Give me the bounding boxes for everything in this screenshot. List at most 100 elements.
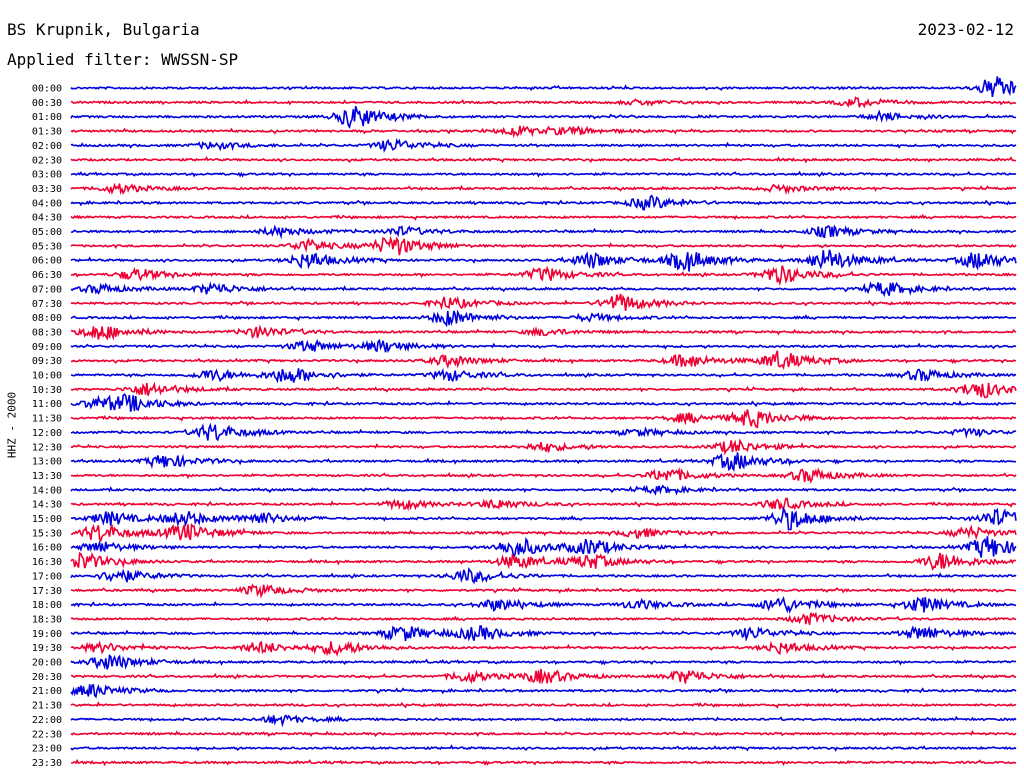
seismic-trace: [70, 170, 1017, 178]
time-label: 20:30: [32, 672, 62, 683]
time-label: 22:30: [32, 729, 62, 740]
time-label: 09:00: [32, 342, 62, 353]
seismic-trace: [70, 409, 1017, 429]
time-label: 12:30: [32, 442, 62, 453]
time-label: 03:30: [32, 184, 62, 195]
seismic-trace: [70, 213, 1017, 221]
time-label: 23:00: [32, 744, 62, 755]
seismic-trace: [70, 125, 1017, 139]
time-label: 07:30: [32, 299, 62, 310]
time-label: 16:30: [32, 557, 62, 568]
seismic-trace: [70, 338, 1017, 354]
time-label: 01:30: [32, 127, 62, 138]
seismic-trace: [70, 452, 1017, 472]
time-label: 23:30: [32, 758, 62, 769]
seismic-trace: [70, 438, 1017, 456]
time-label: 14:00: [32, 485, 62, 496]
time-label: 07:00: [32, 284, 62, 295]
seismic-trace: [70, 235, 1017, 256]
seismic-trace: [70, 611, 1016, 625]
seismic-trace: [70, 367, 1017, 384]
seismic-trace: [70, 249, 1017, 272]
seismic-trace: [70, 551, 1017, 572]
filter-label: Applied filter: WWSSN-SP: [7, 50, 239, 69]
time-label: 00:00: [32, 84, 62, 95]
time-label: 02:00: [32, 141, 62, 152]
seismic-trace: [70, 654, 1017, 670]
time-label: 10:00: [32, 371, 62, 382]
seismic-trace: [70, 729, 1017, 738]
seismic-trace: [70, 466, 1017, 484]
time-label: 17:00: [32, 571, 62, 582]
seismic-trace: [70, 506, 1017, 531]
seismic-trace: [70, 324, 1017, 341]
station-title: BS Krupnik, Bulgaria: [7, 20, 200, 39]
seismic-trace: [70, 758, 1017, 767]
time-label: 12:00: [32, 428, 62, 439]
time-label: 03:00: [32, 170, 62, 181]
seismic-trace: [70, 701, 1017, 709]
time-label: 21:00: [32, 686, 62, 697]
seismic-trace: [70, 96, 1017, 109]
seismic-trace: [70, 567, 1017, 585]
time-label: 01:00: [32, 112, 62, 123]
time-label: 13:30: [32, 471, 62, 482]
time-label: 02:30: [32, 155, 62, 166]
seismic-trace: [70, 194, 1017, 211]
time-label: 06:30: [32, 270, 62, 281]
time-label: 13:00: [32, 457, 62, 468]
seismic-trace: [70, 265, 1017, 287]
time-label: 10:30: [32, 385, 62, 396]
time-label: 08:30: [32, 327, 62, 338]
seismic-trace: [70, 422, 1017, 442]
time-label: 19:00: [32, 629, 62, 640]
seismic-trace: [70, 393, 1017, 412]
seismic-trace: [70, 76, 1017, 98]
time-label: 14:30: [32, 500, 62, 511]
seismic-trace: [70, 536, 1017, 560]
time-label: 11:30: [32, 414, 62, 425]
seismic-trace: [70, 293, 1017, 311]
time-label: 04:00: [32, 198, 62, 209]
seismic-trace: [71, 350, 1017, 371]
seismic-trace: [70, 640, 1017, 658]
seismic-trace: [70, 105, 1016, 130]
seismic-trace: [70, 714, 1017, 728]
seismic-trace: [70, 683, 1017, 699]
time-label: 05:00: [32, 227, 62, 238]
time-label: 15:00: [32, 514, 62, 525]
seismic-trace: [71, 668, 1017, 685]
time-label: 06:00: [32, 256, 62, 267]
seismic-trace: [70, 522, 1017, 543]
time-label: 20:00: [32, 658, 62, 669]
seismic-trace: [70, 595, 1017, 614]
time-label: 18:00: [32, 600, 62, 611]
seismic-trace: [70, 156, 1017, 164]
time-label: 19:30: [32, 643, 62, 654]
time-label: 11:00: [32, 399, 62, 410]
time-label: 16:00: [32, 543, 62, 554]
time-label: 17:30: [32, 586, 62, 597]
time-label: 08:00: [32, 313, 62, 324]
time-label: 21:30: [32, 701, 62, 712]
time-label: 18:30: [32, 614, 62, 625]
time-label: 15:30: [32, 528, 62, 539]
date-label: 2023-02-12: [917, 20, 1014, 39]
seismic-trace: [70, 281, 1017, 298]
time-label: 00:30: [32, 98, 62, 109]
seismic-trace: [70, 309, 1017, 328]
seismic-trace: [70, 381, 1017, 399]
time-label: 09:30: [32, 356, 62, 367]
seismic-trace: [71, 583, 1016, 599]
seismic-trace: [70, 137, 1017, 154]
seismic-trace: [70, 484, 1017, 496]
seismic-trace: [70, 744, 1017, 752]
time-label: 22:00: [32, 715, 62, 726]
time-label: 04:30: [32, 213, 62, 224]
seismic-trace: [70, 224, 1017, 240]
seismic-trace: [70, 625, 1017, 643]
seismic-trace: [70, 497, 1017, 512]
seismic-trace: [70, 182, 1016, 196]
time-label: 05:30: [32, 241, 62, 252]
